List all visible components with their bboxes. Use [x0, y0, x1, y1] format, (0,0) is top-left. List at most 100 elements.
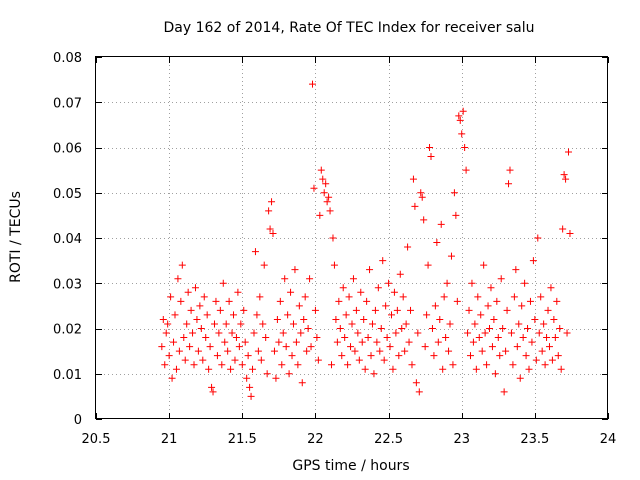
- data-point: [266, 225, 274, 233]
- data-point: [494, 334, 502, 342]
- data-point: [221, 338, 229, 346]
- data-point: [275, 338, 283, 346]
- data-point: [383, 334, 391, 342]
- data-point: [490, 315, 498, 323]
- data-point: [199, 356, 207, 364]
- data-point: [371, 306, 379, 314]
- x-tick-label: 23.5: [520, 432, 549, 447]
- data-point: [516, 374, 524, 382]
- data-point: [488, 343, 496, 351]
- data-point: [398, 325, 406, 332]
- y-tick-label: 0.06: [53, 142, 82, 157]
- data-point: [386, 343, 394, 351]
- data-point: [291, 266, 299, 274]
- data-point: [472, 365, 480, 373]
- data-point: [453, 297, 461, 305]
- data-point: [178, 261, 186, 269]
- data-point: [361, 365, 369, 373]
- data-point: [461, 144, 469, 151]
- data-point: [284, 311, 292, 319]
- data-point: [194, 347, 202, 355]
- data-point: [401, 347, 409, 355]
- data-point: [563, 329, 571, 337]
- data-point: [510, 293, 518, 301]
- y-tick-label: 0.02: [53, 323, 82, 338]
- data-point: [325, 193, 333, 201]
- data-point: [320, 189, 328, 197]
- data-point: [433, 239, 441, 247]
- data-point: [426, 144, 434, 151]
- data-point: [253, 311, 261, 319]
- data-point: [328, 361, 336, 369]
- data-point: [465, 306, 473, 314]
- data-point: [447, 252, 455, 260]
- data-point: [341, 334, 349, 342]
- data-point: [456, 116, 464, 124]
- data-point: [474, 293, 482, 301]
- data-point: [373, 338, 381, 346]
- data-point: [385, 279, 393, 287]
- data-point: [535, 329, 543, 337]
- data-point: [306, 275, 314, 283]
- data-point: [560, 171, 568, 179]
- data-point: [557, 365, 565, 373]
- data-point: [486, 325, 494, 332]
- data-point: [534, 234, 542, 242]
- data-point: [332, 315, 340, 323]
- data-point: [414, 329, 422, 337]
- data-point: [263, 370, 271, 378]
- data-point: [402, 320, 410, 328]
- data-point: [269, 229, 277, 237]
- data-point: [330, 261, 338, 269]
- data-point: [450, 189, 458, 197]
- x-tick-label: 24: [600, 432, 617, 447]
- data-point: [307, 343, 315, 351]
- data-point: [314, 356, 322, 364]
- data-point: [180, 334, 188, 342]
- data-point: [230, 311, 238, 319]
- data-point: [507, 329, 515, 337]
- data-point: [206, 343, 214, 351]
- data-point: [550, 315, 558, 323]
- data-point: [174, 275, 182, 283]
- data-point: [431, 302, 439, 310]
- data-point: [228, 329, 236, 337]
- data-point: [278, 361, 286, 369]
- data-point: [234, 288, 242, 296]
- y-tick-labels: 0 0.01 0.02 0.03 0.04 0.05 0.06 0.07 0.08: [53, 51, 82, 428]
- grid: [96, 57, 608, 419]
- data-point: [282, 343, 290, 351]
- data-point: [279, 329, 287, 337]
- data-point: [412, 379, 420, 387]
- data-point: [532, 356, 540, 364]
- data-point: [272, 374, 280, 382]
- data-point: [459, 107, 467, 115]
- data-point: [370, 370, 378, 378]
- data-point: [162, 329, 170, 337]
- data-point: [363, 297, 371, 305]
- data-point: [161, 361, 169, 369]
- data-point: [551, 334, 559, 342]
- y-tick-label: 0.03: [53, 277, 82, 292]
- data-point: [171, 311, 179, 319]
- data-point: [285, 370, 293, 378]
- data-point: [462, 166, 470, 174]
- data-point: [554, 352, 562, 360]
- data-point: [251, 248, 259, 256]
- data-point: [316, 211, 324, 219]
- data-point: [547, 284, 555, 292]
- data-point: [243, 374, 251, 382]
- data-point: [506, 166, 514, 174]
- data-point: [335, 297, 343, 305]
- data-point: [202, 334, 210, 342]
- data-point: [392, 329, 400, 337]
- data-point: [502, 347, 510, 355]
- data-point: [349, 275, 357, 283]
- data-point: [390, 288, 398, 296]
- data-point: [360, 315, 368, 323]
- data-point: [541, 361, 549, 369]
- data-point: [377, 325, 385, 332]
- axis-ticks: [96, 57, 609, 420]
- data-point: [304, 325, 312, 332]
